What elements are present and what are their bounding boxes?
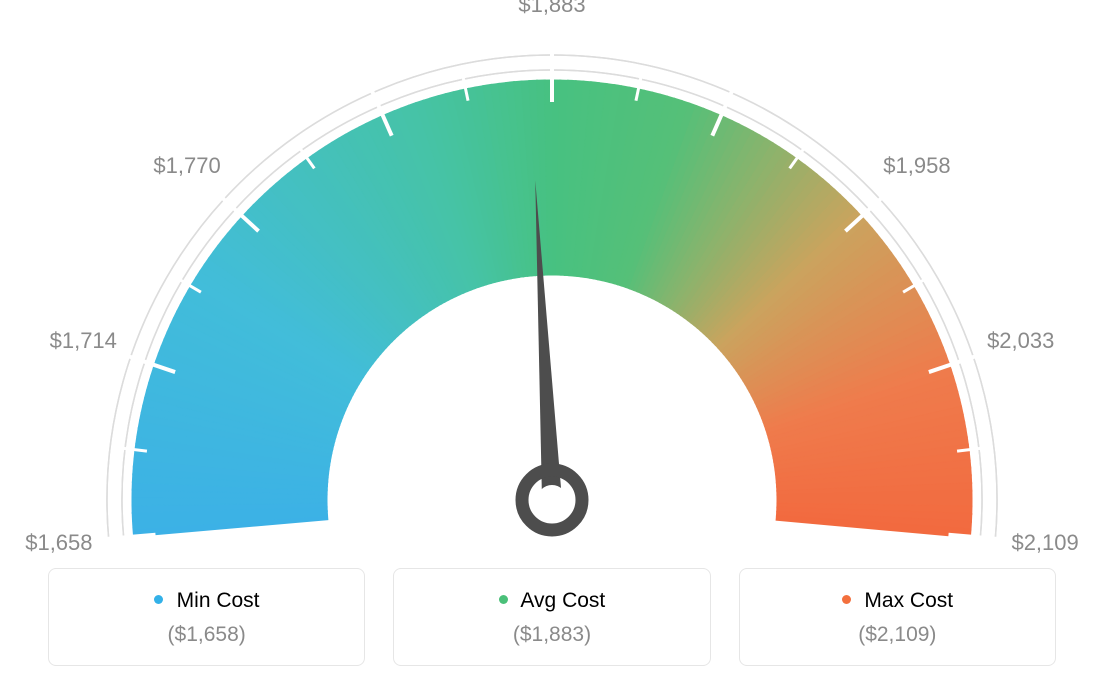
legend-value-min: ($1,658) <box>59 623 354 647</box>
legend-title-min: Min Cost <box>59 589 354 613</box>
cost-gauge-chart: $1,658 $1,714 $1,770 $1,883 $1,958 $2,033 $2,1… <box>0 0 1104 690</box>
gauge-tick-label: $1,770 <box>153 153 220 179</box>
legend-value-max: ($2,109) <box>750 623 1045 647</box>
legend-label-min: Min Cost <box>177 589 260 612</box>
gauge-tick-label: $1,714 <box>50 328 117 354</box>
legend-card-avg: Avg Cost ($1,883) <box>393 568 710 666</box>
gauge-tick-label: $1,658 <box>25 530 92 556</box>
legend-dot-avg <box>499 595 508 604</box>
legend-title-avg: Avg Cost <box>404 589 699 613</box>
gauge-tick-label: $1,883 <box>518 0 585 18</box>
gauge-tick-label: $2,109 <box>1011 530 1078 556</box>
legend-row: Min Cost ($1,658) Avg Cost ($1,883) Max … <box>48 568 1056 666</box>
gauge-tick-label: $2,033 <box>987 328 1054 354</box>
legend-card-min: Min Cost ($1,658) <box>48 568 365 666</box>
legend-label-avg: Avg Cost <box>520 589 605 612</box>
legend-title-max: Max Cost <box>750 589 1045 613</box>
legend-label-max: Max Cost <box>864 589 953 612</box>
legend-value-avg: ($1,883) <box>404 623 699 647</box>
gauge-tick-label: $1,958 <box>883 153 950 179</box>
legend-dot-min <box>154 595 163 604</box>
legend-card-max: Max Cost ($2,109) <box>739 568 1056 666</box>
legend-dot-max <box>842 595 851 604</box>
